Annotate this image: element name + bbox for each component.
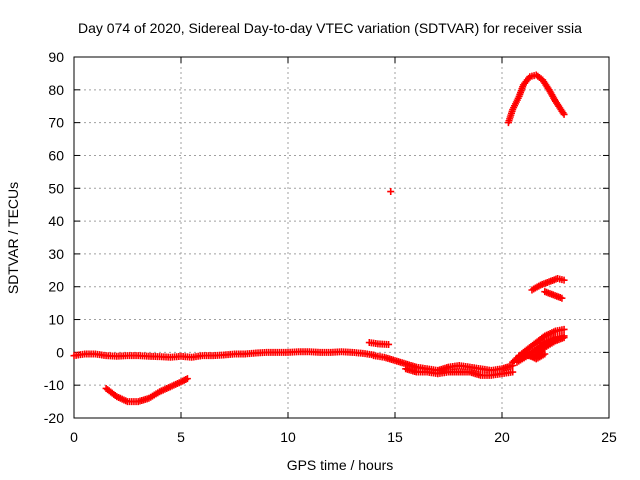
x-tick-label: 10 [280,429,296,445]
y-tick-label: 80 [48,82,64,98]
plot-frame [73,56,610,419]
data-point [560,325,568,333]
series-baseline-late [370,352,517,374]
y-tick-label: 90 [48,49,64,65]
data-layer [70,71,568,406]
data-point [560,276,568,284]
y-tick-label: 70 [48,115,64,131]
y-tick-label: 40 [48,213,64,229]
y-tick-label: -10 [44,377,64,393]
series-dip-arc [102,375,191,406]
data-point [558,294,566,302]
y-axis-label: SDTVAR / TECUs [5,182,21,294]
data-point [560,110,568,118]
tick-layer: 0 5 10 15 20 25 -20 -10 0 10 20 30 40 50 60 70 80 90 [44,49,617,445]
data-point [387,188,395,196]
data-point [560,334,568,342]
series-peak-arc [504,71,568,127]
chart-title: Day 074 of 2020, Sidereal Day-to-day VTE… [78,20,582,36]
axes-layer [73,56,610,419]
grid-layer [74,57,609,418]
y-tick-label: 60 [48,147,64,163]
data-point [183,375,191,383]
x-tick-label: 25 [601,429,617,445]
data-point [509,368,517,376]
y-tick-label: 0 [56,344,64,360]
series-outlier [387,188,395,196]
series-baseline-early [70,348,378,361]
data-point [385,340,393,348]
series-short-segment [365,339,393,348]
x-tick-label: 0 [70,429,78,445]
y-tick-label: -20 [44,410,64,426]
data-point [541,350,549,358]
series-rise-descent [515,350,549,363]
x-tick-label: 20 [494,429,510,445]
x-tick-label: 15 [387,429,403,445]
y-tick-label: 10 [48,312,64,328]
series-baseline-lower [402,365,517,379]
y-tick-label: 30 [48,246,64,262]
series-rise-mid [528,275,568,294]
y-tick-label: 50 [48,180,64,196]
x-axis-label: GPS time / hours [287,457,394,473]
x-tick-label: 5 [177,429,185,445]
series-short-drop [541,288,566,302]
y-tick-label: 20 [48,279,64,295]
